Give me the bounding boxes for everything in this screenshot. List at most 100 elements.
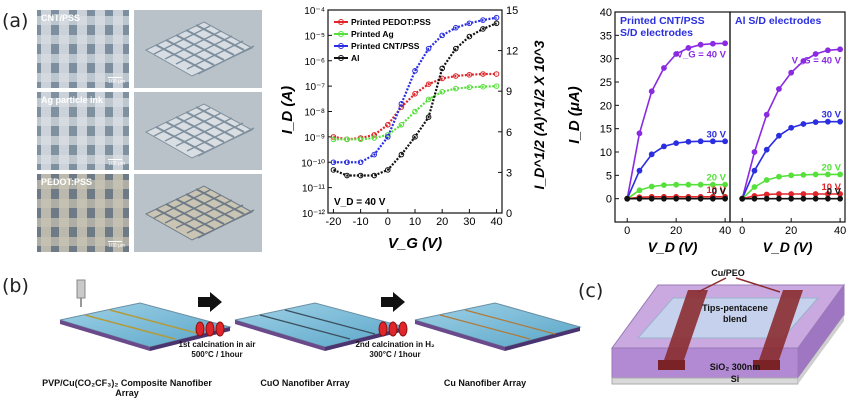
micrograph-1: CNT/PSS 100 μm <box>37 10 129 88</box>
step-label-3: Cu Nanofiber Array <box>443 378 527 388</box>
blend-label-1: Tips-pentacene <box>702 303 768 313</box>
data-point <box>439 88 445 95</box>
series-line <box>626 42 726 199</box>
curve-label: 10 V <box>706 185 726 196</box>
transfer-chart: -20 -10 0 10 20 30 40 10⁻¹² 10⁻¹¹ 10⁻¹⁰ 10⁻⁹ 10⁻⁸ 10… <box>272 0 562 262</box>
arrow-icon <box>198 292 222 312</box>
legend-marker <box>338 31 344 37</box>
data-point <box>412 108 418 115</box>
data-point <box>344 136 350 143</box>
data-point <box>385 167 391 173</box>
series-line <box>741 48 841 199</box>
series-line <box>333 16 497 164</box>
data-point <box>452 24 459 31</box>
transfer-chart-svg: -20 -10 0 10 20 30 4010⁻¹²10⁻¹¹10⁻¹⁰10⁻⁹10⁻⁸10… <box>279 5 547 252</box>
data-point <box>466 20 473 27</box>
data-point <box>330 136 337 143</box>
panel-label-a: (a) <box>2 10 29 32</box>
scale-bar: 100 μm <box>108 243 125 249</box>
y-axis-label: I_D (μA) <box>566 86 583 143</box>
x-tick-label: 30 <box>463 216 475 228</box>
x-axis-label: V_G (V) <box>388 235 442 252</box>
panel-label-b: (b) <box>2 275 29 297</box>
curve-label: 30 V <box>821 110 841 121</box>
y2-tick-label: 3 <box>506 167 512 179</box>
data-point <box>371 172 378 179</box>
data-point <box>398 121 405 128</box>
data-point <box>452 45 459 52</box>
data-point <box>398 101 405 107</box>
curve-label: 30 V <box>706 129 726 140</box>
data-point <box>398 151 405 158</box>
x-tick-label: 40 <box>490 216 502 228</box>
x-tick-label: 40 <box>719 225 731 237</box>
substrate-3 <box>414 302 582 351</box>
subplot-title: Al S/D electrodes <box>735 15 822 27</box>
calc2-line1: 2nd calcination in H₂ <box>355 340 435 349</box>
y-tick-label: 10⁻¹¹ <box>302 184 326 195</box>
data-point <box>425 81 432 87</box>
y-tick-label: 10 <box>600 147 612 159</box>
series-line <box>741 120 841 199</box>
vd-annotation: V_D = 40 V <box>334 197 386 208</box>
data-point <box>480 83 486 90</box>
data-point <box>357 136 364 143</box>
legend-entry: Printed Ag <box>351 29 394 39</box>
y-tick-label: 5 <box>606 170 612 182</box>
scale-bar: 100 μm <box>108 79 125 85</box>
sio2-label: SiO₂ 300nm <box>709 362 761 372</box>
x-axis-label: V_D (V) <box>763 239 813 255</box>
x-tick-label: 40 <box>834 225 846 237</box>
subplot-title: S/D electrodes <box>620 27 693 39</box>
data-point <box>493 14 500 21</box>
micrograph-3d-2 <box>134 92 262 170</box>
data-point <box>357 172 364 179</box>
curve-label: V_G = 40 V <box>677 49 727 60</box>
curve-label: 10 V <box>821 182 841 193</box>
y2-tick-label: 15 <box>506 5 518 17</box>
data-point <box>412 90 418 97</box>
curve-label: 0 V <box>827 187 842 198</box>
subplot-frame <box>729 11 846 223</box>
x-tick-label: -20 <box>325 216 341 228</box>
panel-label-c: (c) <box>578 280 604 302</box>
step-label-2: CuO Nanofiber Array <box>260 378 350 388</box>
data-point <box>371 151 378 158</box>
y-tick-label: 20 <box>600 100 612 112</box>
data-point <box>357 159 364 166</box>
micrograph-label: Ag particle ink <box>41 95 104 105</box>
data-point <box>493 20 500 27</box>
data-point <box>398 104 405 110</box>
calc1-line2: 500°C / 1hour <box>191 350 243 359</box>
y-tick-label: 0 <box>606 194 612 206</box>
y2-tick-label: 9 <box>506 86 512 98</box>
legend-entry: Printed CNT/PSS <box>351 41 420 51</box>
data-point <box>466 71 473 78</box>
data-point <box>412 134 418 140</box>
data-point <box>330 159 337 166</box>
micrograph-3d-3 <box>134 174 262 252</box>
capsules-icon <box>195 321 225 337</box>
y-tick-label: 10⁻¹² <box>302 209 326 220</box>
blend-label-2: blend <box>723 314 747 324</box>
micrograph-label: PEDOT:PSS <box>41 177 93 187</box>
y-tick-label: 25 <box>600 77 612 89</box>
y-tick-label: 10⁻⁷ <box>305 82 325 93</box>
y2-tick-label: 0 <box>506 208 512 220</box>
series-line <box>626 183 726 200</box>
data-point <box>385 134 391 140</box>
data-point <box>480 17 486 23</box>
legend-marker <box>338 43 344 49</box>
calc2-line2: 300°C / 1hour <box>369 350 421 359</box>
micrograph-label: CNT/PSS <box>41 13 81 23</box>
cu-electrode-right <box>753 290 803 370</box>
data-point <box>466 84 473 91</box>
data-point <box>425 45 432 52</box>
capsules-icon <box>378 321 408 337</box>
data-point <box>480 71 486 77</box>
y-tick-label: 10⁻⁶ <box>304 57 325 68</box>
curve-label: 0 V <box>712 187 727 198</box>
scale-bar: 100 μm <box>108 161 125 167</box>
